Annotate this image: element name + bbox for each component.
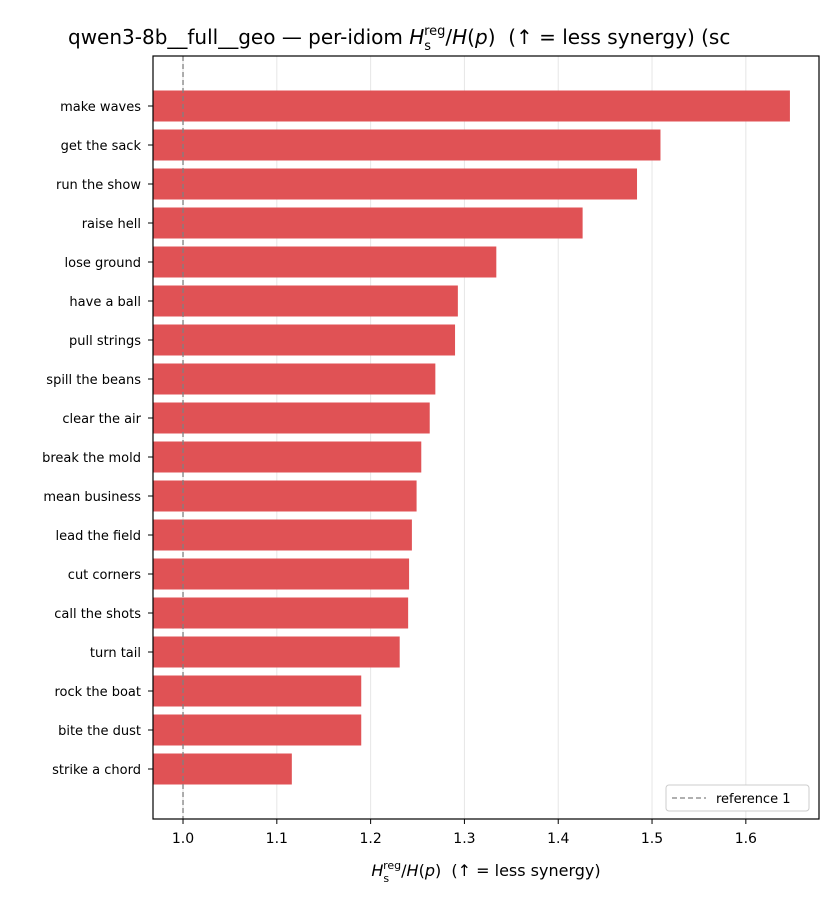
x-tick-label: 1.5 [641, 831, 663, 847]
bar [153, 402, 430, 434]
ticks-layer: 1.0 1.1 1.2 1.3 1.4 1.5 1.6 [172, 819, 757, 847]
category-label: turn tail [90, 646, 141, 661]
x-tick-label: 1.4 [547, 831, 569, 847]
category-label: spill the beans [46, 373, 141, 388]
bar [153, 480, 417, 512]
x-axis-label: Hsreg/H(p) (↑ = less synergy) [371, 859, 600, 885]
xlabel-slash: / [401, 861, 407, 880]
x-tick-label: 1.0 [172, 831, 194, 847]
legend: reference 1 [665, 784, 810, 812]
title-sup: reg [424, 24, 445, 39]
bar [153, 441, 422, 473]
title-slash: / [445, 25, 452, 49]
category-label: have a ball [69, 295, 141, 310]
plot-frame [152, 55, 820, 820]
bar [153, 714, 362, 746]
title-prefix: qwen3-8b__full__geo — per-idiom [68, 25, 409, 49]
chart-title: qwen3-8b__full__geo — per-idiom Hsreg/H(… [68, 24, 730, 54]
bar [153, 753, 292, 785]
category-label: cut corners [68, 568, 141, 583]
x-tick-label: 1.2 [359, 831, 381, 847]
category-label: bite the dust [58, 724, 141, 739]
category-label: strike a chord [52, 763, 141, 778]
bar [153, 129, 661, 161]
title-paren-open: ( [467, 25, 475, 49]
bar [153, 246, 497, 278]
category-label: run the show [56, 178, 141, 193]
category-label: clear the air [62, 412, 141, 427]
category-label: break the mold [42, 451, 141, 466]
xlabel-h: H [371, 861, 383, 880]
x-tick-label: 1.6 [735, 831, 757, 847]
category-label: mean business [43, 490, 141, 505]
title-sub: s [424, 39, 431, 54]
xlabel-paren-open: ( [419, 861, 425, 880]
bar [153, 90, 790, 122]
title-suffix: (↑ = less synergy) (sc [496, 25, 731, 49]
title-h2: H [452, 25, 467, 49]
x-tick-label: 1.3 [453, 831, 475, 847]
xlabel-paren-close: ) [435, 861, 441, 880]
xlabel-p: p [424, 861, 435, 880]
category-label: call the shots [54, 607, 141, 622]
bar [153, 363, 436, 395]
category-label: pull strings [69, 334, 141, 349]
category-label: get the sack [61, 139, 142, 154]
category-label: lead the field [56, 529, 141, 544]
bar [153, 675, 362, 707]
bar [153, 207, 583, 239]
bar [153, 636, 400, 668]
bar [153, 519, 412, 551]
xlabel-sup: reg [383, 859, 401, 872]
legend-box [665, 784, 810, 812]
title-p: p [474, 25, 488, 49]
bar [153, 324, 456, 356]
xlabel-sub: s [383, 872, 389, 885]
bar [153, 168, 638, 200]
category-label: rock the boat [54, 685, 141, 700]
bar [153, 285, 458, 317]
legend-reference-label: reference 1 [716, 792, 790, 807]
category-labels: make waves get the sack run the show raise … [42, 100, 153, 778]
category-label: make waves [60, 100, 141, 115]
bars-layer [153, 90, 790, 785]
bar [153, 558, 410, 590]
xlabel-suffix: (↑ = less synergy) [441, 861, 600, 880]
category-label: lose ground [65, 256, 141, 271]
x-tick-label: 1.1 [266, 831, 288, 847]
title-h: H [409, 25, 424, 49]
category-label: raise hell [82, 217, 141, 232]
title-paren-close: ) [488, 25, 496, 49]
xlabel-h2: H [407, 861, 419, 880]
bar [153, 597, 409, 629]
